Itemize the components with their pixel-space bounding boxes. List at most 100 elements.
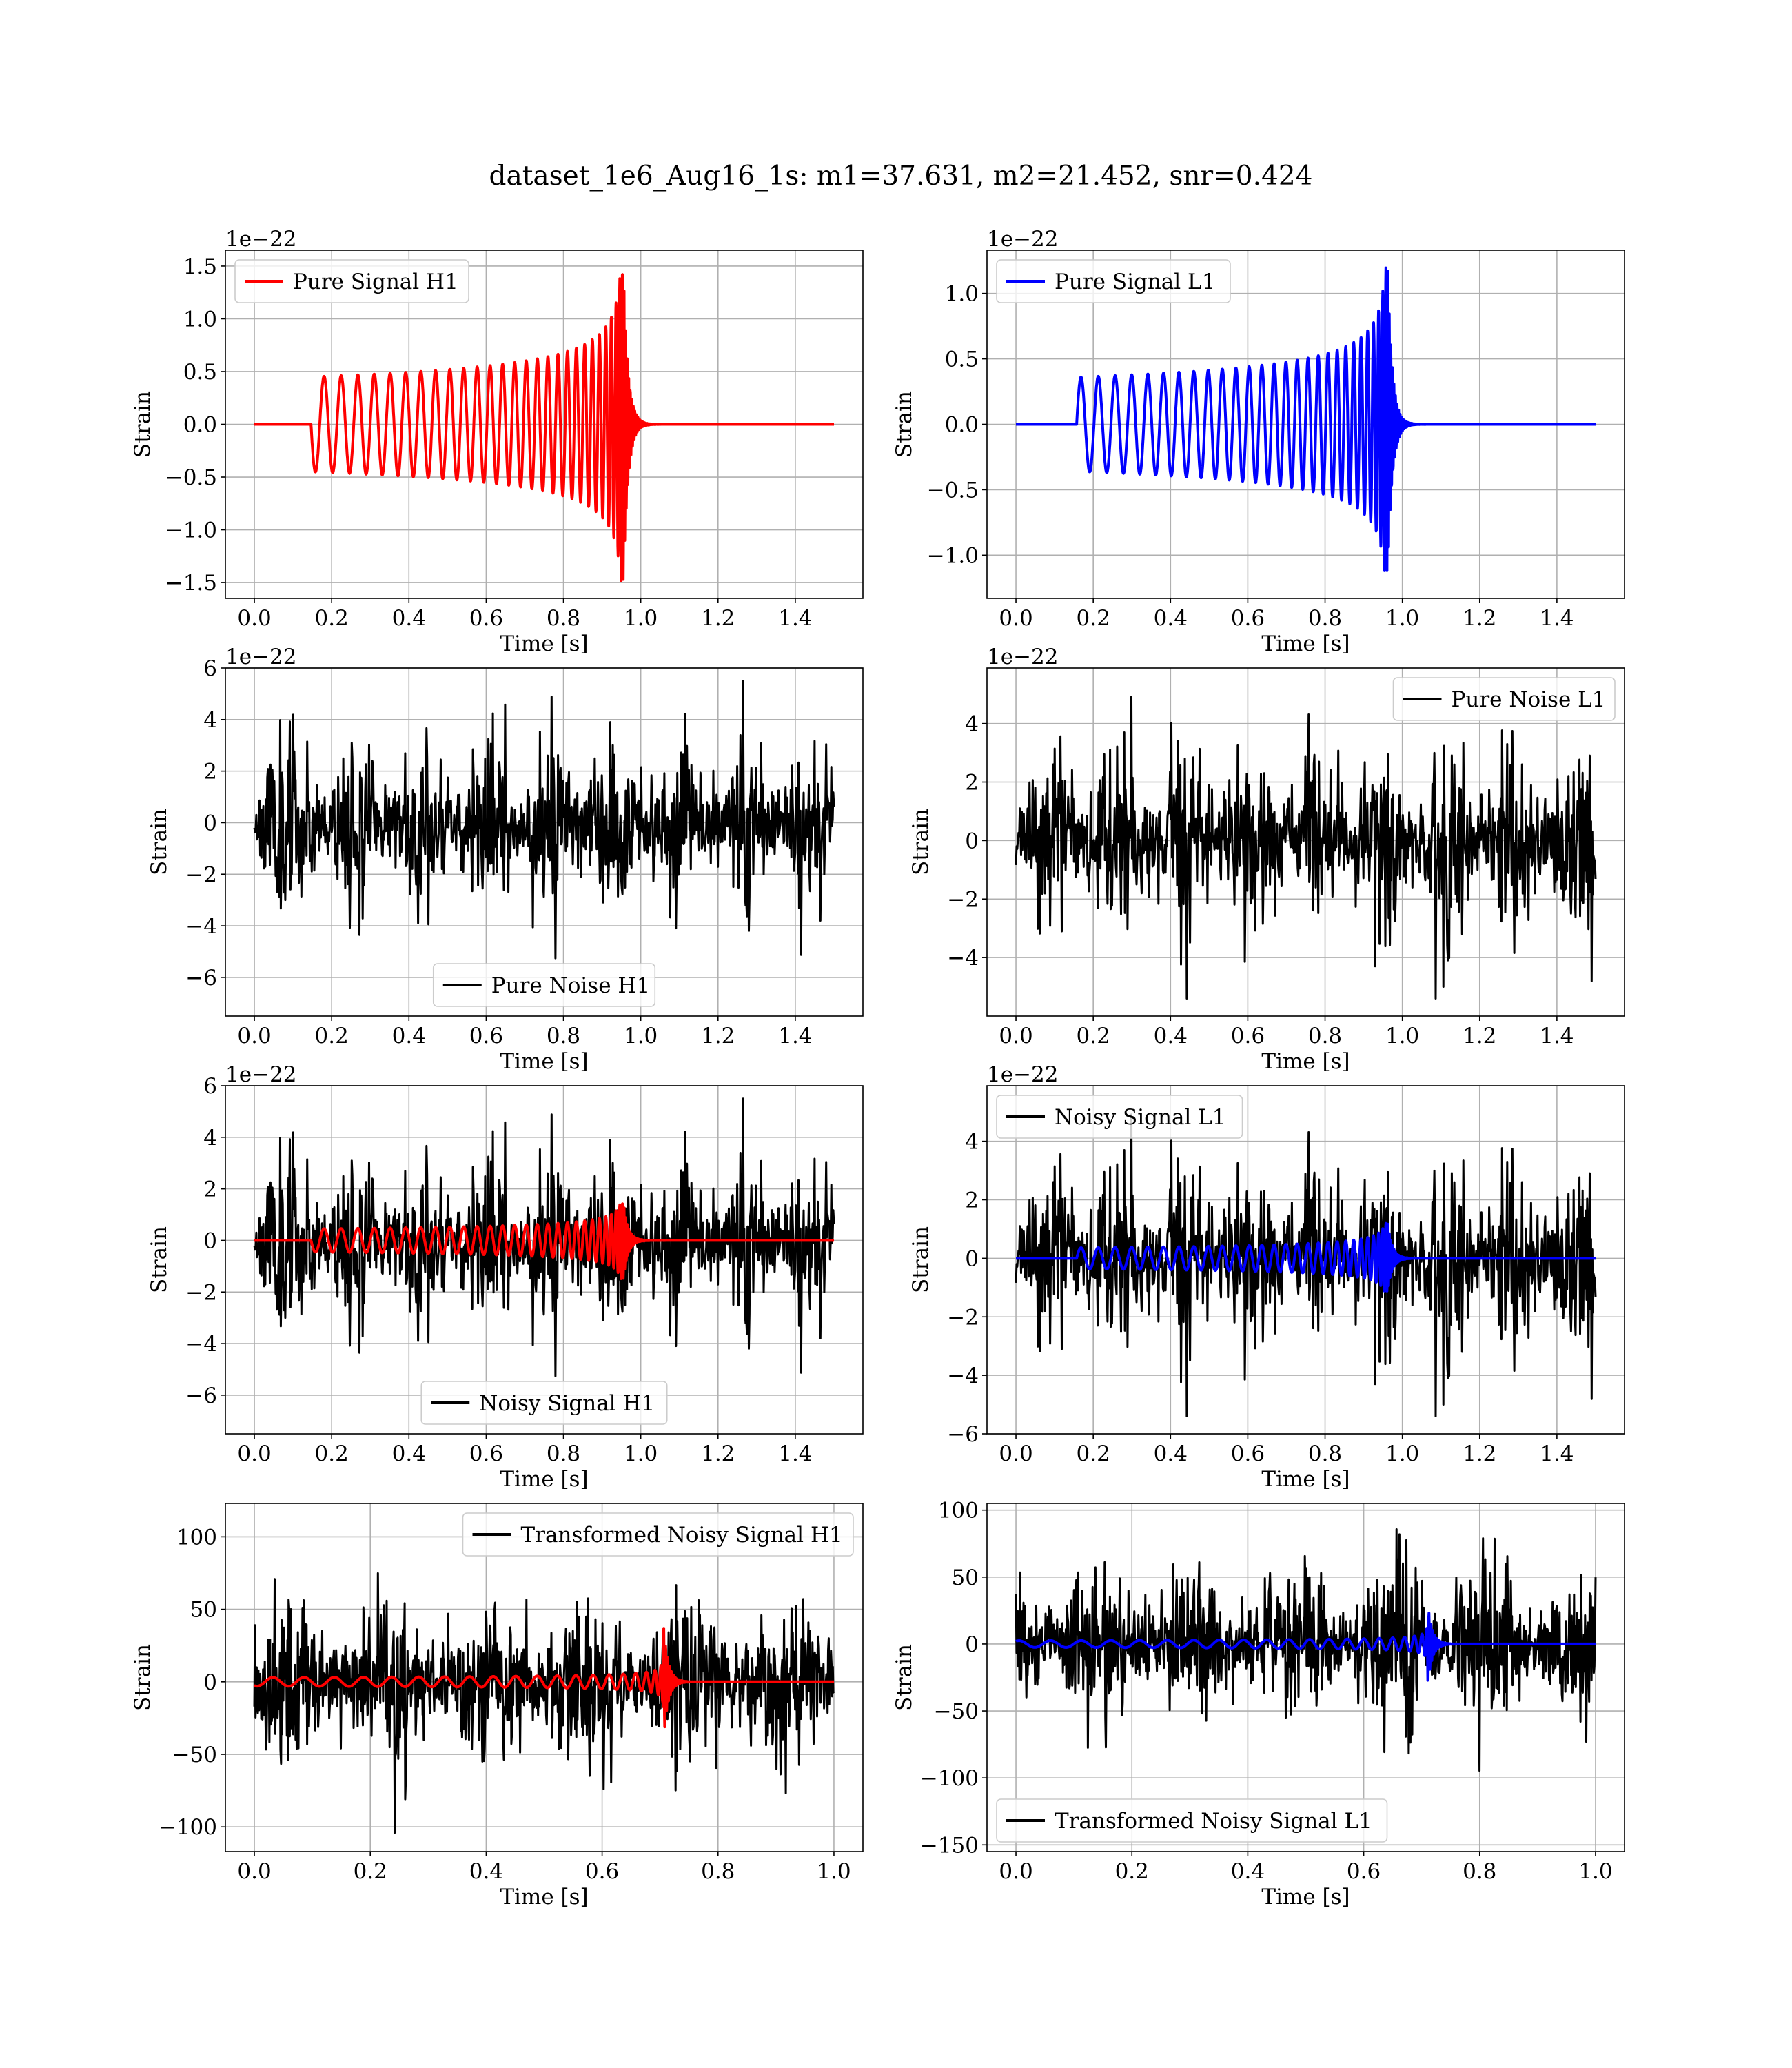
y-tick-label: 50 xyxy=(952,1565,979,1590)
y-tick-label: −2 xyxy=(185,1280,217,1305)
x-tick-label: 0.0 xyxy=(237,1024,271,1048)
axis-offset-text: 1e−22 xyxy=(225,645,297,669)
axes-frame xyxy=(986,1503,1625,1852)
x-tick-label: 1.0 xyxy=(624,1024,658,1048)
axes-frame xyxy=(986,1085,1625,1435)
x-tick-label: 0.8 xyxy=(547,1024,580,1048)
x-tick-label: 0.2 xyxy=(1115,1859,1149,1884)
x-tick-label: 0.4 xyxy=(1154,1024,1188,1048)
y-tick-label: 0 xyxy=(965,1632,979,1657)
y-tick-label: 2 xyxy=(965,1188,979,1213)
y-tick-label: 100 xyxy=(938,1499,979,1523)
y-tick-label: −2 xyxy=(947,1305,979,1330)
y-axis-label: Strain xyxy=(908,809,933,875)
axis-offset-text: 1e−22 xyxy=(987,1062,1059,1087)
y-tick-label: 1.0 xyxy=(945,282,979,307)
y-tick-label: 2 xyxy=(203,1177,217,1202)
x-tick-label: 0.0 xyxy=(237,1859,271,1884)
y-tick-label: −2 xyxy=(947,887,979,912)
x-tick-label: 0.4 xyxy=(1154,606,1188,631)
x-tick-label: 0.6 xyxy=(1347,1859,1381,1884)
x-tick-label: 1.0 xyxy=(817,1859,851,1884)
x-tick-label: 1.2 xyxy=(1463,1024,1496,1048)
y-tick-label: 0 xyxy=(203,811,217,835)
y-tick-label: −100 xyxy=(920,1766,979,1791)
y-axis-label: Strain xyxy=(892,1644,917,1711)
axis-offset-text: 1e−22 xyxy=(987,645,1059,669)
y-tick-label: −0.5 xyxy=(927,478,979,503)
x-tick-label: 1.0 xyxy=(1385,1024,1419,1048)
y-tick-label: 1.0 xyxy=(183,307,217,332)
y-tick-label: 4 xyxy=(965,1130,979,1155)
x-tick-label: 0.0 xyxy=(999,606,1032,631)
x-tick-label: 0.0 xyxy=(237,606,271,631)
y-axis-label: Strain xyxy=(147,809,172,875)
x-axis-label: Time [s] xyxy=(1261,1049,1350,1074)
x-tick-label: 1.0 xyxy=(1385,606,1419,631)
x-tick-label: 0.4 xyxy=(1154,1441,1188,1466)
y-tick-label: 4 xyxy=(203,708,217,733)
legend-box xyxy=(1392,677,1616,721)
y-tick-label: −100 xyxy=(159,1815,217,1840)
y-tick-label: 0 xyxy=(965,1246,979,1271)
x-axis-label: Time [s] xyxy=(500,1885,588,1909)
y-tick-label: 0.0 xyxy=(945,413,979,438)
y-tick-label: 1.5 xyxy=(183,254,217,279)
x-tick-label: 1.4 xyxy=(778,606,812,631)
axes-frame xyxy=(225,667,864,1017)
y-tick-label: −6 xyxy=(185,966,217,991)
series-line-transformed-signal-l1 xyxy=(1015,1612,1597,1682)
series-line-signal-h1 xyxy=(253,1202,835,1280)
x-tick-label: 0.6 xyxy=(1231,1441,1265,1466)
legend-box xyxy=(420,1381,668,1425)
x-tick-label: 0.2 xyxy=(1077,606,1110,631)
x-tick-label: 0.0 xyxy=(999,1024,1032,1048)
series-group xyxy=(253,1572,835,1834)
y-tick-label: 4 xyxy=(965,712,979,737)
x-tick-label: 0.0 xyxy=(237,1441,271,1466)
x-tick-label: 1.0 xyxy=(624,1441,658,1466)
x-tick-label: 0.2 xyxy=(315,1441,349,1466)
subplot-pure-noise-l1: 0.0 0.2 0.4 0.6 0.8 1.0 1.2 1.4 −4 −2 0 2 4 Time [s] S… xyxy=(908,645,1625,1074)
legend: Transformed Noisy Signal H1 xyxy=(462,1512,854,1557)
legend-box xyxy=(996,1095,1243,1139)
x-tick-label: 1.2 xyxy=(1463,606,1496,631)
legend-label: Transformed Noisy Signal H1 xyxy=(521,1523,843,1548)
series-group xyxy=(1015,1528,1597,1772)
y-tick-label: 0 xyxy=(965,829,979,853)
legend-box xyxy=(996,259,1231,303)
x-tick-label: 0.6 xyxy=(1231,1024,1265,1048)
series-line-pure-noise-l1 xyxy=(1015,696,1597,1000)
y-tick-label: −50 xyxy=(172,1743,217,1767)
y-tick-label: 0.5 xyxy=(945,347,979,372)
y-tick-label: 100 xyxy=(176,1525,217,1550)
x-tick-label: 0.4 xyxy=(392,606,426,631)
x-axis-label: Time [s] xyxy=(1261,1885,1350,1909)
x-tick-label: 1.2 xyxy=(701,1441,735,1466)
legend-label: Noisy Signal L1 xyxy=(1055,1105,1226,1130)
x-tick-label: 1.2 xyxy=(701,606,735,631)
legend: Pure Signal H1 xyxy=(234,259,469,303)
x-tick-label: 0.2 xyxy=(315,1024,349,1048)
x-tick-label: 0.2 xyxy=(1077,1441,1110,1466)
x-tick-label: 0.8 xyxy=(701,1859,735,1884)
x-tick-label: 1.0 xyxy=(1578,1859,1612,1884)
y-axis-label: Strain xyxy=(130,1644,155,1711)
subplot-transformed-noisy-signal-l1: 0.0 0.2 0.4 0.6 0.8 1.0 −150 −100 −50 0 50 100 Time … xyxy=(892,1499,1625,1909)
x-tick-label: 0.8 xyxy=(1308,1441,1342,1466)
series-line-transformed-signal-h1 xyxy=(253,1627,835,1729)
y-tick-label: 50 xyxy=(190,1598,217,1623)
x-axis-label: Time [s] xyxy=(500,1049,588,1074)
x-tick-label: 1.4 xyxy=(778,1024,812,1048)
series-line-noisy-signal-l1 xyxy=(1015,1113,1597,1417)
y-tick-label: −4 xyxy=(185,914,217,939)
y-tick-label: 6 xyxy=(203,656,217,681)
y-tick-label: 4 xyxy=(203,1126,217,1150)
axis-offset-text: 1e−22 xyxy=(987,227,1059,252)
series-group xyxy=(253,273,835,582)
y-axis-label: Strain xyxy=(908,1226,933,1293)
series-line-noisy-signal-h1 xyxy=(253,1097,835,1377)
x-tick-label: 1.2 xyxy=(701,1024,735,1048)
series-line-signal-l1 xyxy=(1015,1221,1597,1292)
x-tick-label: 0.6 xyxy=(585,1859,619,1884)
